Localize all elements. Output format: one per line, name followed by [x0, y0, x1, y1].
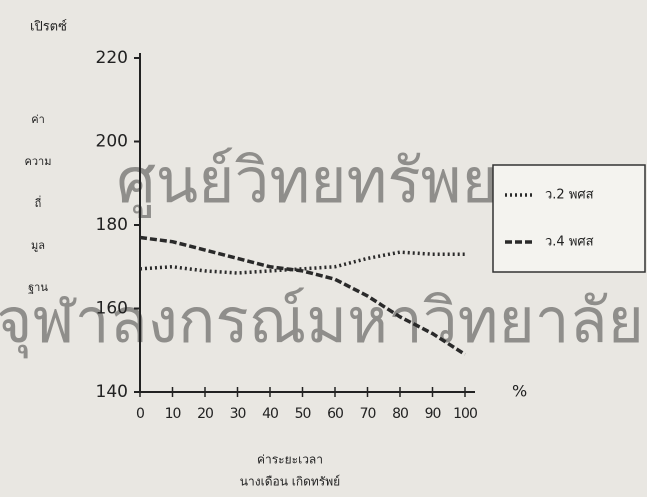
x-tick-label: 10: [165, 406, 181, 422]
x-tick-label: 90: [425, 406, 441, 422]
y-label: ถี่: [34, 195, 41, 210]
author: นางเดือน เกิดทรัพย์: [240, 475, 340, 489]
x-tick-label: 30: [230, 406, 246, 422]
y-tick-label: 220: [96, 48, 128, 68]
y-tick-label: 140: [96, 382, 128, 402]
x-tick-label: 80: [392, 406, 408, 422]
y-tick-label: 200: [96, 132, 128, 152]
y-tick-label: 160: [96, 299, 128, 319]
y-label: มูล: [31, 239, 45, 252]
x-unit: %: [512, 382, 527, 401]
legend-label: ว.2 พศส: [545, 188, 594, 203]
y-unit: เปิรตซ์: [30, 19, 67, 35]
x-tick-label: 20: [197, 406, 213, 422]
x-tick-label: 60: [327, 406, 343, 422]
y-tick-label: 180: [96, 215, 128, 235]
x-tick-label: 0: [136, 406, 144, 422]
x-tick-label: 40: [262, 406, 278, 422]
legend-label: ว.4 พศส: [545, 235, 594, 250]
x-tick-label: 100: [453, 406, 477, 422]
x-tick-label: 50: [295, 406, 311, 422]
y-label: ค่า: [31, 113, 45, 126]
y-label: ความ: [25, 155, 52, 168]
legend-box: [492, 164, 646, 273]
watermark: จุฬาลงกรณ์มหาวิทยาลัย: [0, 284, 644, 358]
y-label: ฐาน: [28, 281, 48, 294]
x-tick-label: 70: [360, 406, 376, 422]
series-line: [139, 235, 466, 356]
x-label: ค่าระยะเวลา: [257, 453, 323, 467]
